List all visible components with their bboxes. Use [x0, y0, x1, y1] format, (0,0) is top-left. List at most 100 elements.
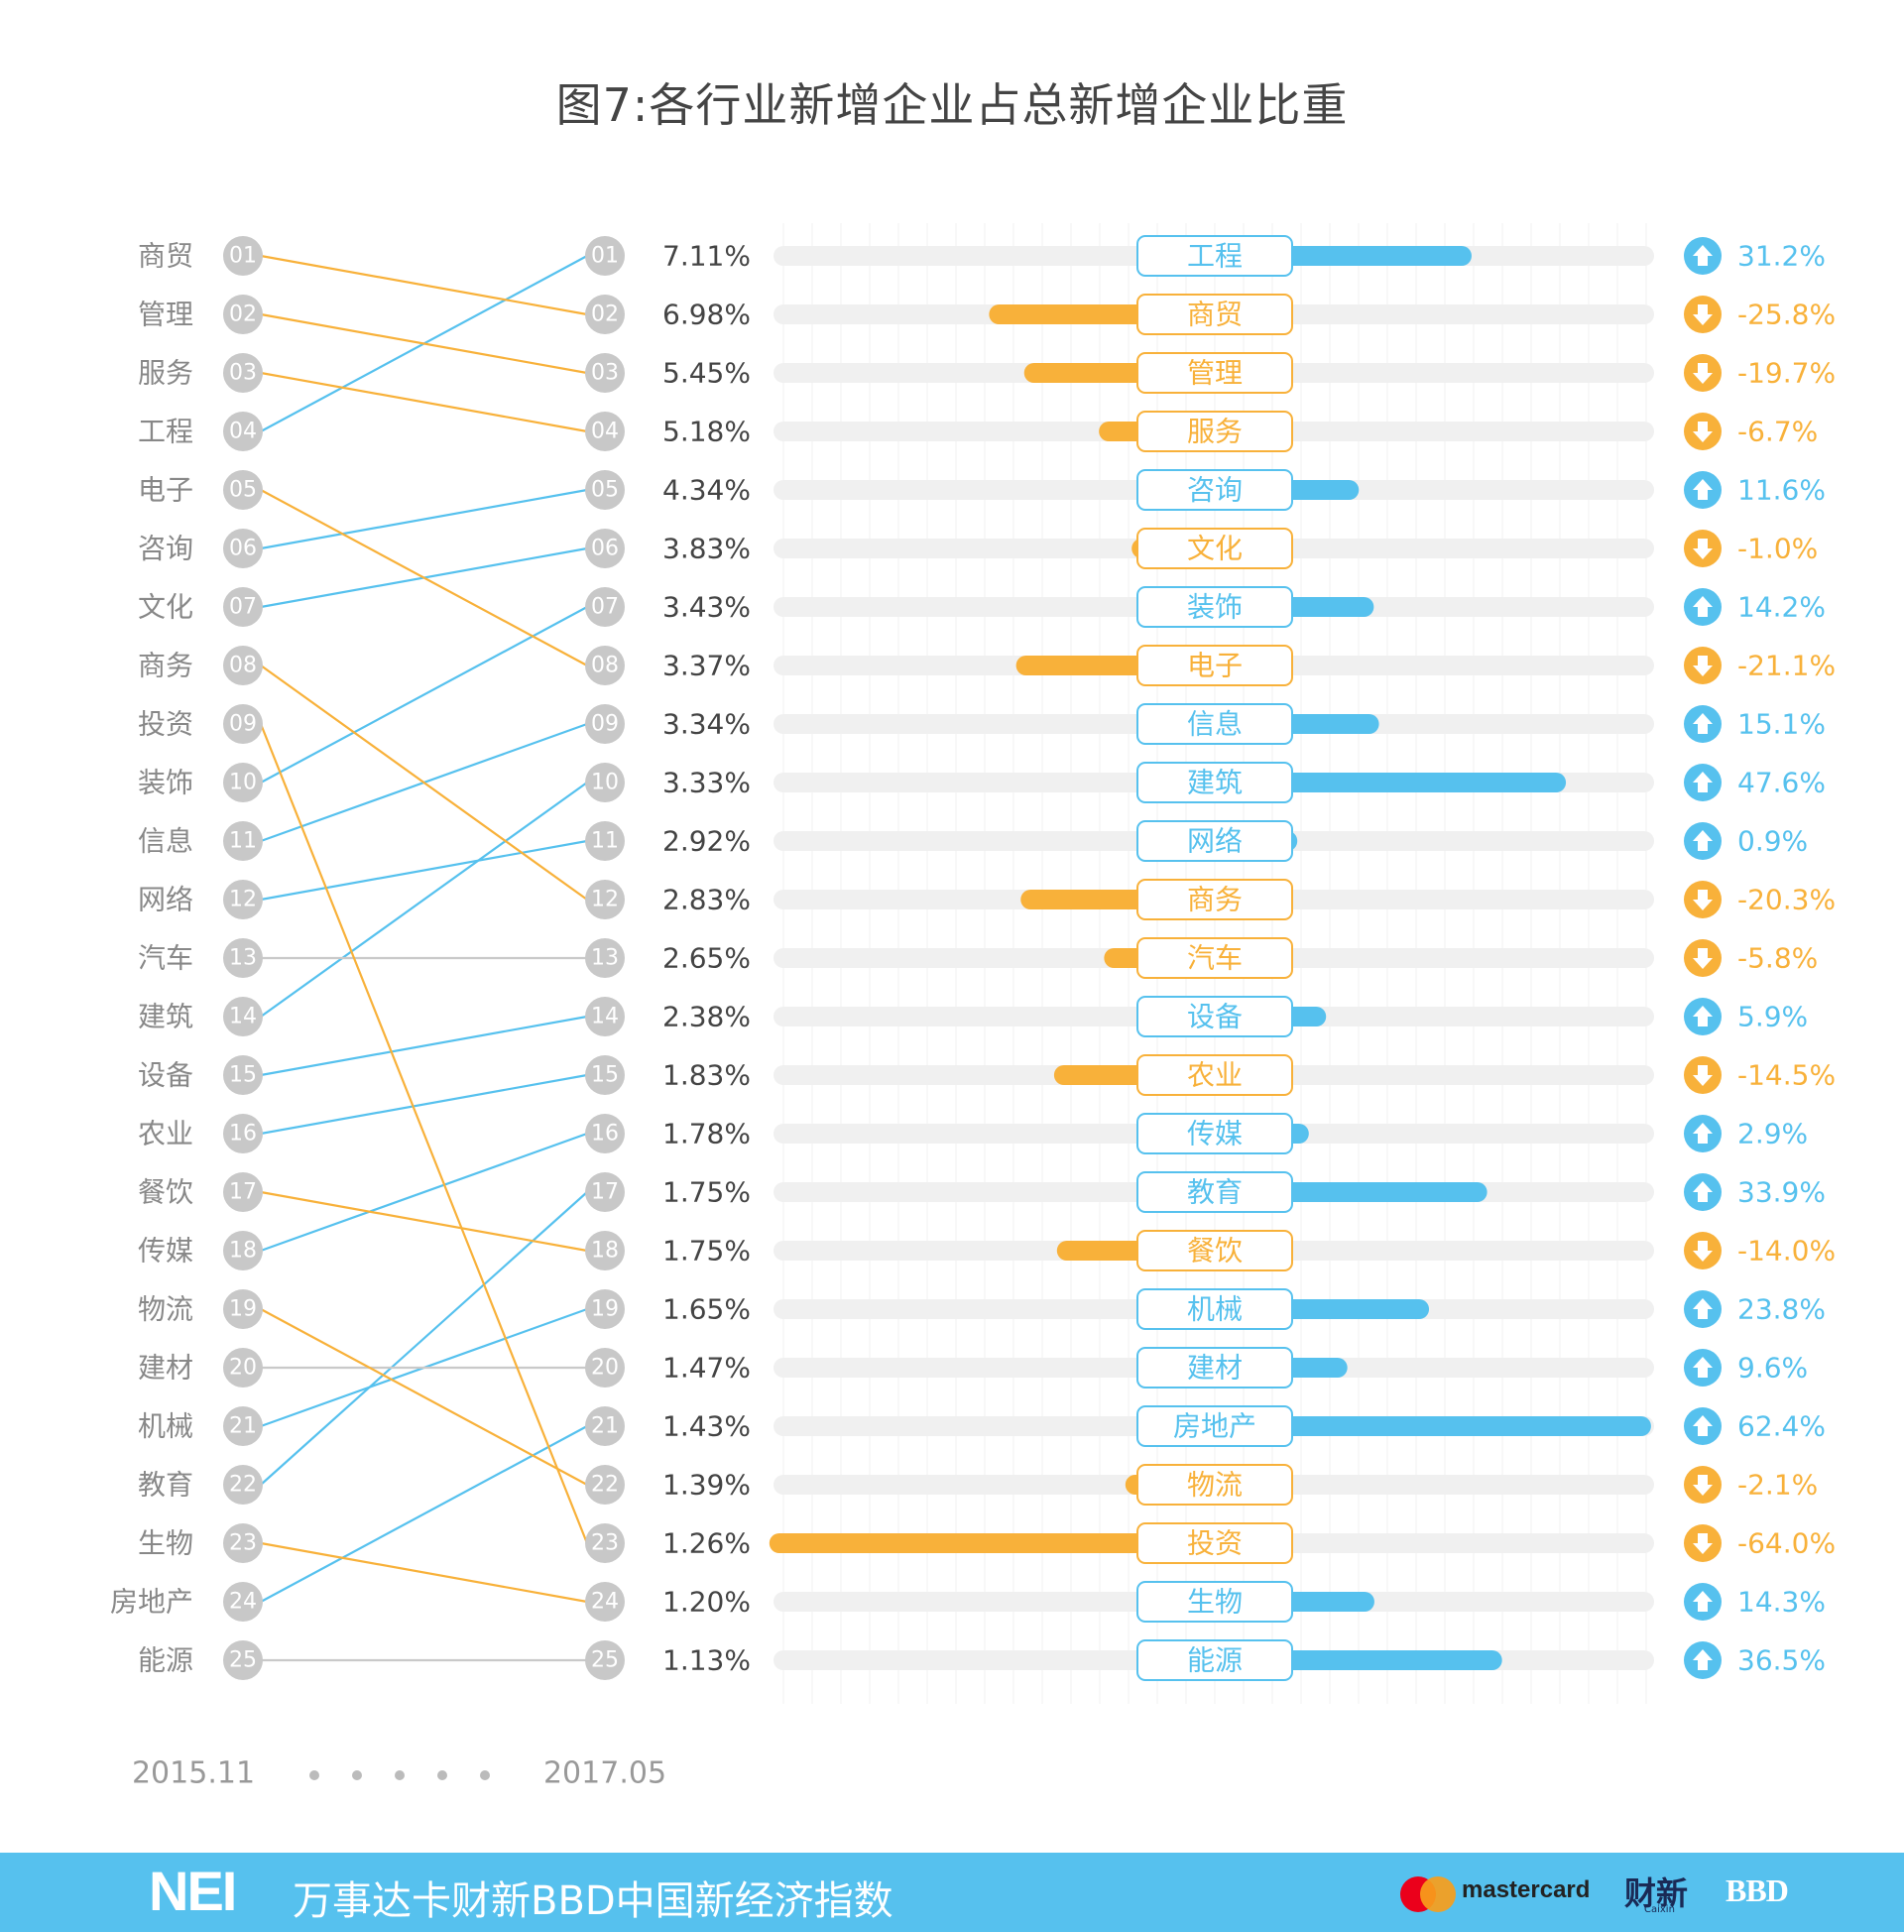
left-rank-badge: [223, 646, 263, 685]
change-value: -14.0%: [1737, 1235, 1836, 1268]
share-value: 1.75%: [662, 1176, 751, 1209]
left-rank-number: 07: [229, 595, 257, 620]
left-rank-badge: [223, 353, 263, 393]
left-rank-badge: [223, 704, 263, 744]
change-value: -1.0%: [1737, 533, 1818, 565]
change-value: -14.5%: [1737, 1059, 1836, 1092]
industry-label-box: [1136, 235, 1293, 277]
arrow-icon-glyph: [1693, 1475, 1713, 1496]
left-rank-number: 13: [229, 946, 257, 971]
left-rank-number: 14: [229, 1005, 257, 1029]
share-value: 1.47%: [662, 1352, 751, 1385]
left-rank-badge: [223, 1055, 263, 1095]
right-rank-number: 08: [591, 654, 619, 678]
right-rank-badge: [585, 1231, 625, 1270]
share-value: 6.98%: [662, 299, 751, 331]
change-value: -5.8%: [1737, 942, 1818, 975]
share-value: 1.75%: [662, 1235, 751, 1268]
left-rank-badge: [223, 587, 263, 627]
ranking-chart: 商贸 01 管理 02 服务 03 工程 04 电子 05 咨询 06 文化 07 商务 08 投资 09 装饰 10…: [110, 223, 1836, 1791]
arrow-icon-glyph: [1693, 1415, 1713, 1436]
industry-label: 文化: [1187, 533, 1243, 565]
arrow-down-icon: [1684, 939, 1722, 977]
industry-label: 建筑: [1187, 767, 1243, 799]
arrow-up-icon: [1684, 237, 1722, 275]
industry-label-box: [1136, 762, 1293, 803]
rank-connector-line: [259, 1073, 589, 1136]
right-rank-number: 20: [591, 1356, 619, 1381]
right-rank-number: 23: [591, 1531, 619, 1556]
left-industry-name: 信息: [138, 825, 193, 858]
right-rank-badge: [585, 353, 625, 393]
right-rank-badge: [585, 587, 625, 627]
change-value: 47.6%: [1737, 767, 1826, 799]
timeline-dot: [352, 1770, 362, 1780]
change-value: 36.5%: [1737, 1644, 1826, 1677]
industry-label: 设备: [1187, 1001, 1243, 1033]
industry-label-box: [1136, 1405, 1293, 1447]
right-rank-badge: [585, 704, 625, 744]
arrow-up-icon: [1684, 998, 1722, 1035]
rank-connector-line: [259, 664, 589, 902]
left-rank-badge: [223, 1289, 263, 1329]
share-value: 5.18%: [662, 416, 751, 448]
left-rank-number: 02: [229, 302, 257, 327]
change-value: -6.7%: [1737, 416, 1818, 448]
arrow-icon-glyph: [1693, 363, 1713, 384]
left-rank-badge: [223, 1582, 263, 1622]
left-industry-name: 管理: [138, 299, 193, 331]
change-bar: [1278, 1299, 1430, 1319]
right-rank-number: 01: [591, 244, 619, 269]
change-bar: [769, 1533, 1151, 1553]
arrow-icon-glyph: [1693, 1298, 1713, 1319]
arrow-icon-glyph: [1693, 1533, 1713, 1554]
industry-label-box: [1136, 1230, 1293, 1271]
arrow-down-icon: [1684, 530, 1722, 567]
left-rank-number: 19: [229, 1297, 257, 1322]
industry-label-box: [1136, 528, 1293, 569]
industry-label-box: [1136, 937, 1293, 979]
industry-label: 汽车: [1187, 942, 1243, 975]
left-rank-badge: [223, 1465, 263, 1505]
left-rank-number: 11: [229, 829, 257, 854]
left-industry-name: 汽车: [138, 942, 193, 975]
right-rank-badge: [585, 1172, 625, 1212]
change-value: -20.3%: [1737, 884, 1836, 916]
left-industry-name: 能源: [138, 1644, 193, 1677]
arrow-icon-glyph: [1693, 304, 1713, 325]
arrow-icon-glyph: [1693, 245, 1713, 266]
arrow-up-icon: [1684, 705, 1722, 743]
change-bar: [1053, 1065, 1151, 1085]
industry-label: 餐饮: [1187, 1235, 1243, 1268]
share-value: 1.43%: [662, 1410, 751, 1443]
right-rank-number: 09: [591, 712, 619, 737]
left-industry-name: 建材: [138, 1352, 193, 1385]
left-rank-badge: [223, 880, 263, 919]
change-bar: [1278, 480, 1360, 500]
left-rank-badge: [223, 821, 263, 861]
share-value: 2.92%: [662, 825, 751, 858]
share-value: 1.13%: [662, 1644, 751, 1677]
arrow-icon-glyph: [1693, 1357, 1713, 1378]
right-rank-badge: [585, 1289, 625, 1329]
industry-label: 工程: [1187, 240, 1243, 273]
right-rank-badge: [585, 295, 625, 334]
left-rank-number: 23: [229, 1531, 257, 1556]
industry-label-box: [1136, 1581, 1293, 1623]
arrow-icon-glyph: [1693, 1241, 1713, 1262]
arrow-up-icon: [1684, 1290, 1722, 1328]
right-rank-badge: [585, 1523, 625, 1563]
industry-label-box: [1136, 352, 1293, 394]
bbd-logo: BBD: [1726, 1872, 1789, 1908]
change-bar: [1278, 1650, 1502, 1670]
left-rank-badge: [223, 295, 263, 334]
left-rank-badge: [223, 1348, 263, 1388]
left-industry-name: 服务: [138, 357, 193, 390]
left-industry-name: 房地产: [110, 1586, 193, 1619]
left-rank-badge: [223, 470, 263, 510]
change-bar: [1278, 1416, 1651, 1436]
rank-connector-line: [259, 1015, 589, 1077]
industry-label: 机械: [1187, 1293, 1243, 1326]
industry-label-box: [1136, 703, 1293, 745]
arrow-icon-glyph: [1693, 1649, 1713, 1670]
